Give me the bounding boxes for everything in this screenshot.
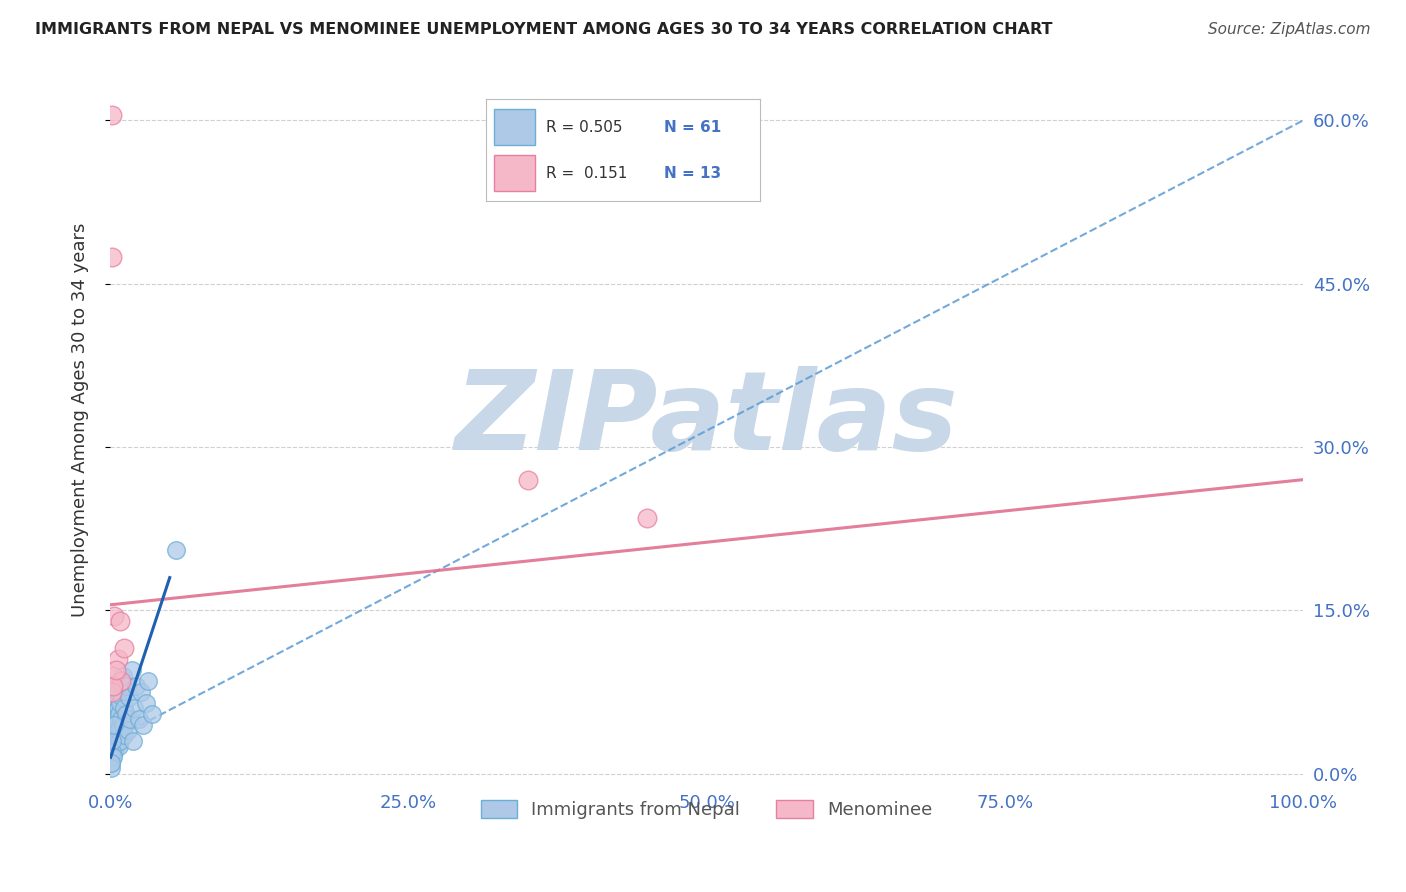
Point <box>103 608 125 623</box>
Point <box>101 108 124 122</box>
Point <box>132 717 155 731</box>
Text: IMMIGRANTS FROM NEPAL VS MENOMINEE UNEMPLOYMENT AMONG AGES 30 TO 34 YEARS CORREL: IMMIGRANTS FROM NEPAL VS MENOMINEE UNEMP… <box>35 22 1053 37</box>
Point <box>104 706 127 721</box>
Point <box>100 761 122 775</box>
Point <box>112 701 135 715</box>
Point <box>101 750 124 764</box>
Point <box>104 690 127 705</box>
Point <box>103 701 125 715</box>
Point <box>111 690 134 705</box>
Point <box>105 712 128 726</box>
Point <box>104 739 127 754</box>
Point <box>111 717 134 731</box>
Point <box>118 690 141 705</box>
Point <box>100 756 122 770</box>
Point <box>107 701 129 715</box>
Point <box>101 712 124 726</box>
Point <box>108 696 131 710</box>
Point <box>100 745 122 759</box>
Point <box>135 696 157 710</box>
Point <box>122 701 145 715</box>
Y-axis label: Unemployment Among Ages 30 to 34 years: Unemployment Among Ages 30 to 34 years <box>72 223 89 617</box>
Point <box>103 745 125 759</box>
Point <box>101 250 124 264</box>
Point <box>107 723 129 737</box>
Point <box>112 728 135 742</box>
Point <box>100 745 122 759</box>
Legend: Immigrants from Nepal, Menominee: Immigrants from Nepal, Menominee <box>474 793 939 827</box>
Point <box>141 706 163 721</box>
Point <box>110 673 132 688</box>
Point <box>108 723 131 737</box>
Point <box>125 680 148 694</box>
Point <box>128 712 150 726</box>
Point <box>101 745 124 759</box>
Point <box>101 734 124 748</box>
Point <box>101 723 124 737</box>
Point <box>110 712 132 726</box>
Point <box>105 663 128 677</box>
Text: ZIPatlas: ZIPatlas <box>454 367 959 474</box>
Point <box>105 734 128 748</box>
Point <box>103 717 125 731</box>
Text: Source: ZipAtlas.com: Source: ZipAtlas.com <box>1208 22 1371 37</box>
Point <box>110 673 132 688</box>
Point <box>136 673 159 688</box>
Point <box>103 728 125 742</box>
Point <box>101 734 124 748</box>
Point <box>516 473 538 487</box>
Point <box>108 706 131 721</box>
Point <box>121 734 143 748</box>
Point <box>105 696 128 710</box>
Point <box>101 680 124 694</box>
Point <box>636 510 658 524</box>
Point <box>107 739 129 754</box>
Point <box>107 685 129 699</box>
Point <box>121 663 143 677</box>
Point <box>165 543 187 558</box>
Point <box>100 685 122 699</box>
Point <box>112 641 135 656</box>
Point <box>104 723 127 737</box>
Point <box>110 734 132 748</box>
Point <box>117 723 139 737</box>
Point <box>107 652 129 666</box>
Point <box>100 756 122 770</box>
Point <box>103 717 125 731</box>
Point <box>108 614 131 628</box>
Point <box>100 750 122 764</box>
Point <box>120 712 142 726</box>
Point <box>105 717 128 731</box>
Point <box>129 685 152 699</box>
Point <box>105 680 128 694</box>
Point <box>100 728 122 742</box>
Point <box>104 734 127 748</box>
Point <box>115 680 138 694</box>
Point <box>112 668 135 682</box>
Point <box>101 739 124 754</box>
Point <box>107 728 129 742</box>
Point <box>114 706 136 721</box>
Point <box>101 668 124 682</box>
